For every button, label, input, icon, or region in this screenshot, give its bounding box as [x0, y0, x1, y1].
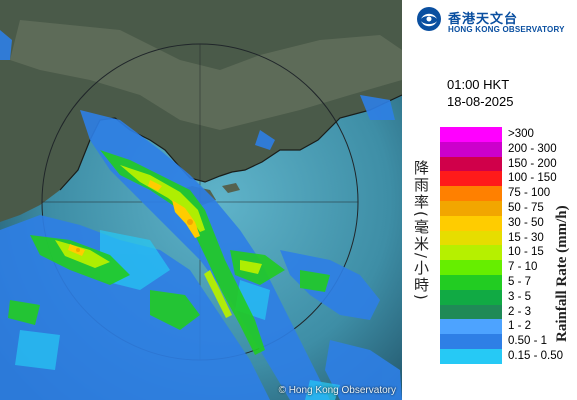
legend-label: 3 - 5 — [508, 290, 532, 303]
legend-swatch — [440, 156, 502, 172]
legend-swatch — [440, 245, 502, 261]
legend-label: 1 - 2 — [508, 320, 532, 333]
legend-swatch — [440, 186, 502, 202]
legend-swatch — [440, 141, 502, 158]
radar-map: © Hong Kong Observatory — [0, 0, 402, 400]
hko-logo: 香港天文台 HONG KONG OBSERVATORY — [412, 6, 572, 38]
land-texture — [10, 20, 402, 130]
legend-title-en: Rainfall Rate (mm/h) — [554, 205, 570, 342]
legend-label: 200 - 300 — [508, 142, 557, 155]
legend-swatch — [440, 304, 502, 320]
legend-panel: 香港天文台 HONG KONG OBSERVATORY 01:00 HKT 18… — [402, 0, 577, 400]
hk-island — [222, 183, 240, 193]
legend-label: >300 — [508, 128, 534, 140]
rain-echo-core — [76, 219, 193, 252]
legend-swatch — [440, 171, 502, 187]
legend-label: 5 - 7 — [508, 276, 532, 288]
legend-swatch — [440, 289, 502, 306]
logo-text-en: HONG KONG OBSERVATORY — [448, 25, 565, 34]
legend-label: 2 - 3 — [508, 305, 532, 318]
legend-label: 10 - 15 — [508, 246, 544, 259]
legend-label: 100 - 150 — [508, 172, 557, 185]
hko-logo-icon — [417, 7, 441, 31]
legend-swatch — [440, 230, 502, 246]
legend-label: 30 - 50 — [508, 216, 544, 229]
copyright-text: © Hong Kong Observatory — [278, 385, 396, 396]
legend-swatch — [440, 319, 502, 335]
legend-swatch — [440, 215, 502, 232]
radar-image — [0, 0, 402, 400]
legend-label: 75 - 100 — [508, 187, 551, 200]
legend-label: 15 - 30 — [508, 231, 544, 244]
legend-swatch — [440, 334, 502, 350]
legend-swatch — [440, 260, 502, 276]
legend-label: 150 - 200 — [508, 157, 557, 170]
observation-date: 18-08-2025 — [447, 94, 514, 109]
observation-time: 01:00 HKT — [447, 77, 510, 92]
legend-label: 0.50 - 1 — [508, 335, 547, 348]
legend-title-zh: 降雨率(毫米/小時) — [412, 160, 430, 302]
legend-swatch — [440, 127, 502, 143]
logo-text-zh: 香港天文台 — [448, 12, 519, 27]
legend-label: 0.15 - 0.50 — [508, 350, 563, 362]
legend-swatch — [440, 275, 502, 291]
legend-label: 50 - 75 — [508, 202, 544, 214]
legend-swatch — [440, 349, 502, 365]
legend-swatch — [440, 201, 502, 217]
legend-label: 7 - 10 — [508, 261, 538, 274]
